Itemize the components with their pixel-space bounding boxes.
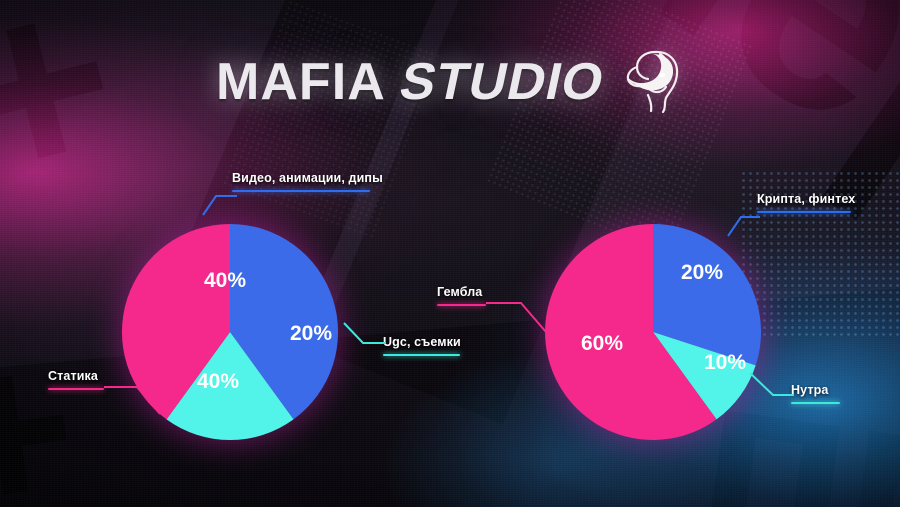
callout-crypto[interactable]: Крипта, финтех <box>727 192 856 237</box>
pie-left-value-ugc: 20% <box>290 322 332 345</box>
pie-left-slice-static[interactable] <box>121 223 230 420</box>
pie-left-value-video: 40% <box>204 269 246 292</box>
callout-static-rule <box>48 387 104 390</box>
callout-video-leader <box>202 195 237 216</box>
callout-ugc-label: Ugc, съемки <box>383 335 461 349</box>
pie-left-value-static: 40% <box>197 370 239 393</box>
callout-static-label: Статика <box>48 369 98 383</box>
callout-nutra-leader <box>749 372 794 396</box>
pie-right-value-nutra: 10% <box>704 351 746 374</box>
pie-right-slice-crypto[interactable] <box>653 224 761 366</box>
vulture-head-logo-icon <box>626 50 679 114</box>
pie-left-slice-video[interactable] <box>230 223 339 420</box>
callout-video-label: Видео, анимации, дипы <box>232 171 383 185</box>
callout-gamble-rule <box>437 303 486 306</box>
brand-title-studio: STUDIO <box>395 53 611 111</box>
brand-title-mafia: MAFIA <box>215 53 386 111</box>
pie-right-slice-nutra[interactable] <box>653 332 756 420</box>
callout-nutra-rule <box>791 401 840 404</box>
callout-ugc[interactable]: Ugc, съемки <box>343 322 461 356</box>
pie-right-value-crypto: 20% <box>681 261 723 284</box>
page-title: MAFIA STUDIO <box>215 52 610 112</box>
callout-ugc-leader <box>343 322 386 344</box>
pie-chart-left: 40% 20% 40% <box>112 214 348 450</box>
callout-nutra[interactable]: Нутра <box>749 372 840 404</box>
pie-left-slice-ugc[interactable] <box>166 332 294 441</box>
pie-right-value-gamble: 60% <box>581 332 623 355</box>
callout-nutra-label: Нутра <box>791 383 829 397</box>
callout-static-leader <box>104 386 161 415</box>
brand-header: MAFIA STUDIO <box>0 48 900 116</box>
pie-chart-right: 20% 10% 60% <box>535 214 771 450</box>
callout-crypto-label: Крипта, финтех <box>757 192 856 206</box>
callout-gamble-label: Гембла <box>437 285 483 299</box>
callout-video-rule <box>232 189 370 192</box>
callout-static[interactable]: Статика <box>48 369 161 415</box>
callout-crypto-leader <box>727 216 760 237</box>
callout-gamble[interactable]: Гембла <box>437 285 547 333</box>
callout-ugc-rule <box>383 353 460 356</box>
callout-video[interactable]: Видео, анимации, дипы <box>202 171 383 216</box>
pie-right-slice-gamble[interactable] <box>545 224 717 440</box>
callout-crypto-rule <box>757 210 851 213</box>
callout-gamble-leader <box>486 302 547 333</box>
